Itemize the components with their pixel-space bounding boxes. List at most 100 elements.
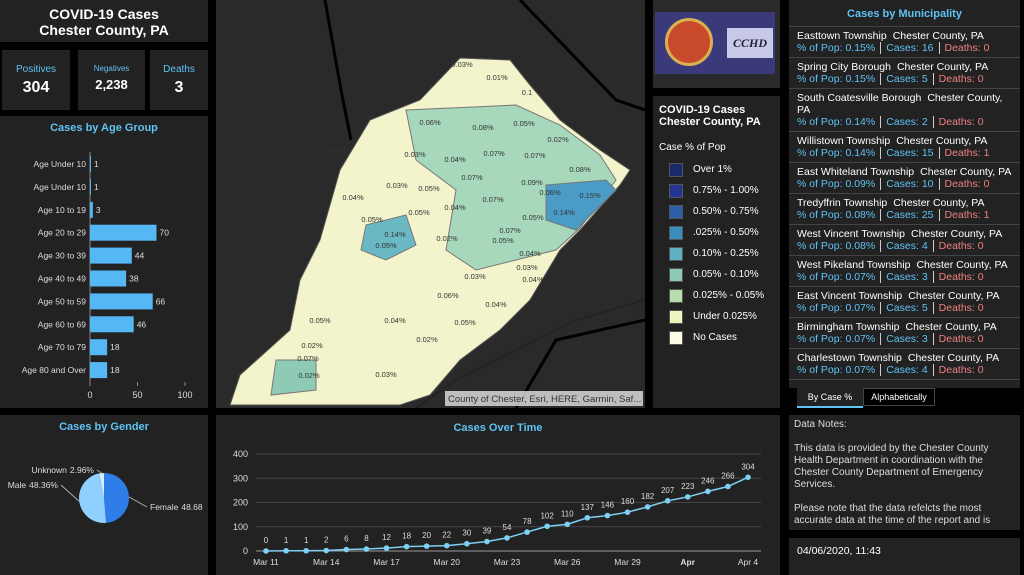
value-label: 48.36% [29,480,58,490]
map-label: 0.03% [516,263,538,272]
legend-label: 0.10% - 0.25% [693,248,759,259]
timestamp-panel: 04/06/2020, 11:43 [789,538,1020,575]
municipality-name: West Vincent Township [797,228,905,240]
pop-share: % of Pop: 0.07% [797,271,876,283]
point [584,514,591,521]
notes-paragraph: This data is provided by the Chester Cou… [794,443,989,490]
legend-label: 0.75% - 1.00% [693,185,759,196]
cases: Cases: 4 [880,240,928,252]
point [604,512,611,519]
legend-item: 0.05% - 0.10% [659,264,780,285]
municipality-item: Easttown Township Chester County, PA% of … [789,27,1020,58]
municipality-name: Charlestown Township [797,352,902,364]
municipality-county: Chester County, PA [907,352,1000,364]
bar [90,316,134,333]
pop-share: % of Pop: 0.14% [797,116,876,128]
stat-box: Negatives 2,238 [78,50,145,110]
value-label: 223 [681,482,695,491]
point [423,543,430,549]
map-label: 0.03% [404,150,426,159]
value-label: 304 [741,462,755,471]
point [504,535,510,541]
municipality-name: West Pikeland Township [797,259,911,271]
value-label: 137 [581,503,595,512]
deaths: Deaths: 0 [932,73,984,85]
y-tick-label: 0 [243,546,248,556]
municipality-row: Tredyffrin Township Chester County, PA [797,197,1014,209]
deaths: Deaths: 0 [932,240,984,252]
deaths: Deaths: 0 [932,271,984,283]
value-label: 1 [94,159,99,169]
legend-swatch [669,288,683,303]
x-tick-label: Mar 26 [554,557,581,567]
point [363,546,370,552]
legend-item: 0.50% - 0.75% [659,201,780,222]
map-label: 0.04% [444,155,466,164]
y-tick-label: Age 70 to 79 [38,342,86,352]
municipality-row: % of Pop: 0.07% Cases: 5 Deaths: 0 [797,302,1014,314]
municipality-row: West Pikeland Township Chester County, PA [797,259,1014,271]
x-tick-label: Mar 11 [253,557,279,567]
municipality-row: % of Pop: 0.08% Cases: 25 Deaths: 1 [797,209,1014,221]
value-label: 18 [110,365,120,375]
cases: Cases: 15 [880,147,934,159]
attribution-bg [445,391,643,406]
timestamp: 04/06/2020, 11:43 [797,545,881,557]
pie-label: Unknown 2.96% [31,465,94,475]
gender-panel: Cases by Gender Female 48.68 Male 48.36% Unkn… [0,415,208,575]
map-label: 0.03% [375,370,397,379]
region [270,359,317,396]
municipality-county: Chester County, PA [896,135,988,147]
municipality-county: Chester County, PA [916,259,1008,271]
x-tick-label: Apr [680,557,695,567]
value-label: 182 [641,492,655,501]
stat-box: Deaths 3 [150,50,208,110]
legend-label: .025% - 0.50% [693,227,759,238]
leader-line [96,469,102,474]
legend-label: 0.025% - 0.05% [693,290,765,301]
municipality-item: West Vincent Township Chester County, PA%… [789,225,1020,256]
tab[interactable]: By Case % [797,388,863,408]
point [524,529,530,535]
value-label: 1 [304,536,309,545]
point [745,474,751,481]
logo-panel: CCHD [653,0,780,88]
cases: Cases: 25 [880,209,934,221]
stat-label: Positives [15,64,56,75]
border [415,299,645,408]
legend-swatch [669,204,683,219]
map-label: 0.07% [461,173,483,182]
map-label: 0.02% [547,135,569,144]
legend-subtitle: Chester County, PA [659,116,761,128]
y-tick-label: Age 30 to 39 [38,251,86,261]
municipality-name: Easttown Township [797,30,887,42]
municipality-name: Willistown Township [797,135,891,147]
map-label: 0.1 [522,88,532,97]
map-label: 0.05% [361,215,383,224]
value-label: 6 [344,535,349,544]
category-label: Unknown [31,465,67,475]
value-label: 18 [402,532,411,541]
value-label: 22 [442,531,451,540]
map-label: 0.05% [522,213,544,222]
map-label: 0.04% [522,275,544,284]
pie-slice [104,473,129,523]
legend-item: 0.025% - 0.05% [659,285,780,306]
x-tick-label: Mar 29 [614,557,641,567]
map-label: 0.05% [375,241,397,250]
map: 0.03%0.01%0.10.06%0.08% 0.05%0.02%0.06%0.… [229,0,645,408]
municipality-row: Easttown Township Chester County, PA [797,30,1014,42]
map-label: 0.05% [492,236,514,245]
y-tick-label: Age Under 10 [34,182,87,192]
value-label: 46 [137,319,147,329]
bar [90,178,91,195]
pie-label: Male 48.36% [8,480,59,490]
map-label: 0.05% [513,119,535,128]
value-label: 0 [264,536,269,545]
map-label: 0.05% [309,316,331,325]
legend-item: Under 0.025% [659,306,780,327]
legend-swatch [669,309,683,324]
tab[interactable]: Alphabetically [863,388,935,406]
municipality-row: % of Pop: 0.09% Cases: 10 Deaths: 0 [797,178,1014,190]
bar [90,247,132,264]
